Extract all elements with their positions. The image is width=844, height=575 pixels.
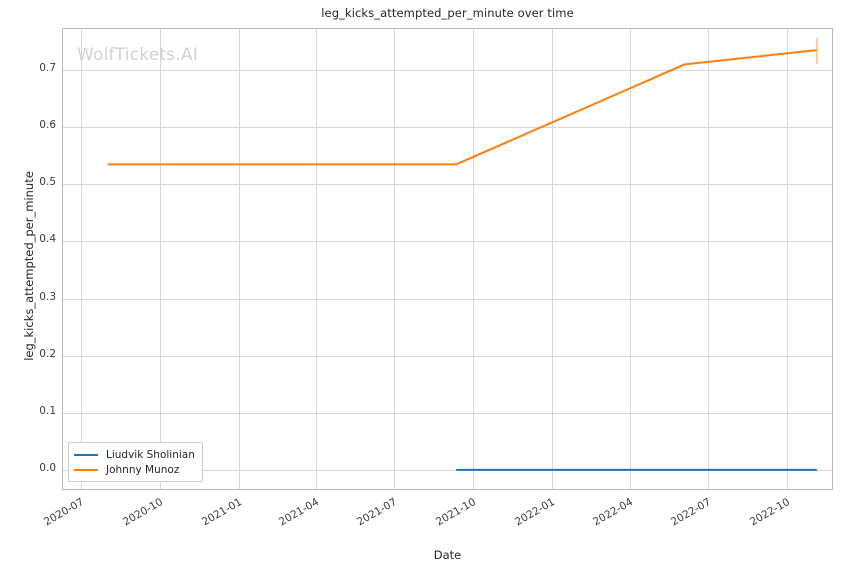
legend-item-label: Liudvik Sholinian [106,448,195,461]
y-tick-label: 0.6 [39,119,56,132]
y-tick-label: 0.0 [39,461,56,474]
y-tick-label: 0.7 [39,62,56,75]
gridline-vertical-2022-04 [630,29,631,489]
x-axis-label: Date [433,548,462,562]
gridline-horizontal-0.3 [63,299,832,300]
y-tick-label: 0.4 [39,233,56,246]
gridline-vertical-2022-10 [787,29,788,489]
gridline-vertical-2021-07 [394,29,395,489]
y-axis-label: leg_kicks_attempted_per_minute [22,171,36,361]
legend-item[interactable]: Johnny Munoz [74,462,195,477]
gridline-vertical-2021-01 [239,29,240,489]
y-tick-label: 0.3 [39,290,56,303]
gridline-vertical-2020-07 [81,29,82,489]
y-tick-label: 0.1 [39,404,56,417]
chart-legend: Liudvik Sholinian Johnny Munoz [68,442,203,482]
gridline-horizontal-0.4 [63,241,832,242]
gridline-horizontal-0.6 [63,127,832,128]
gridline-horizontal-0.7 [63,70,832,71]
gridline-vertical-2022-07 [708,29,709,489]
legend-color-swatch [74,468,98,471]
gridline-vertical-2021-10 [473,29,474,489]
y-axis-ticks: 0.0 0.1 0.2 0.3 0.4 0.5 0.6 0.7 [8,0,56,575]
legend-item-label: Johnny Munoz [106,463,180,476]
gridline-horizontal-0.0 [63,470,832,471]
chart-title: leg_kicks_attempted_per_minute over time [321,6,574,20]
gridline-vertical-2022-01 [552,29,553,489]
gridline-horizontal-0.5 [63,184,832,185]
gridline-vertical-2021-04 [316,29,317,489]
legend-color-swatch [74,453,98,456]
gridline-vertical-2020-10 [160,29,161,489]
y-tick-label: 0.2 [39,347,56,360]
series-line-johnny-munoz [107,49,817,166]
gridline-horizontal-0.2 [63,356,832,357]
gridline-horizontal-0.1 [63,413,832,414]
series-lines [107,38,818,471]
y-tick-label: 0.5 [39,176,56,189]
legend-item[interactable]: Liudvik Sholinian [74,447,195,462]
